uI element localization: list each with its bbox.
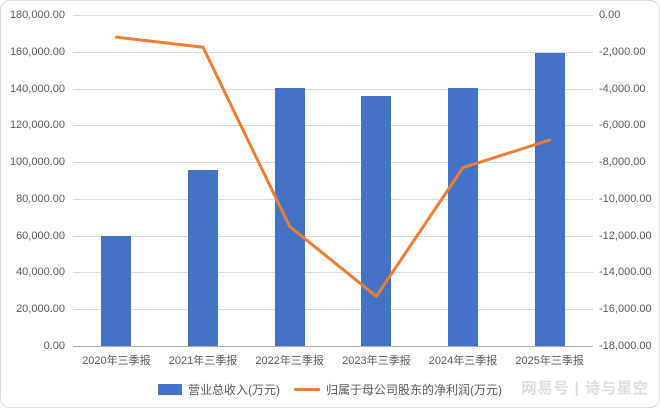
watermark: 网易号 | 诗与星空 [521, 380, 649, 397]
gridline [73, 309, 593, 311]
legend-item: 归属于母公司股东的净利润(万元) [294, 381, 502, 398]
gridline [73, 88, 593, 90]
x-axis-label: 2021年三季报 [168, 355, 238, 367]
right-axis-tick-label: -4,000.00 [599, 82, 646, 95]
right-axis-tick-label: -18,000.00 [599, 340, 652, 352]
x-axis-label: 2025年三季报 [515, 355, 584, 367]
gridline [73, 235, 593, 237]
right-axis-tick-label: -6,000.00 [599, 119, 646, 132]
right-axis-tick-label: -16,000.00 [599, 303, 652, 316]
right-axis-tick-label: -12,000.00 [599, 229, 652, 242]
left-axis-tick-label: 40,000.00 [16, 266, 65, 279]
right-axis-tick-label: -8,000.00 [599, 156, 646, 169]
gridline [73, 125, 593, 127]
bar [101, 236, 132, 346]
bar [448, 87, 478, 346]
left-axis-tick-label: 20,000.00 [16, 303, 65, 316]
x-axis-label: 2023年三季报 [342, 355, 411, 367]
legend-item: 营业总收入(万元) [158, 381, 280, 398]
gridline [73, 162, 593, 164]
right-axis-tick-label: -14,000.00 [599, 266, 652, 279]
legend: 营业总收入(万元) 归属于母公司股东的净利润(万元) [1, 381, 659, 398]
gridline [73, 15, 593, 16]
bar [274, 87, 305, 346]
profit-line [114, 35, 552, 298]
bar [534, 53, 565, 346]
left-axis-tick-label: 140,000.00 [9, 82, 65, 95]
bar [188, 170, 218, 346]
left-axis-tick-label: 100,000.00 [9, 156, 65, 169]
x-axis-label: 2022年三季报 [255, 355, 324, 367]
x-axis-line [73, 346, 593, 347]
left-axis-tick-label: 160,000.00 [9, 45, 65, 58]
right-axis-tick-label: -10,000.00 [599, 192, 652, 205]
left-axis-tick-label: 120,000.00 [9, 119, 65, 132]
left-axis-tick-label: 80,000.00 [16, 192, 65, 205]
legend-label: 归属于母公司股东的净利润(万元) [326, 383, 502, 397]
gridline [73, 272, 593, 274]
bar [361, 96, 392, 346]
gridline [73, 198, 593, 200]
x-axis-label: 2020年三季报 [82, 355, 151, 367]
left-axis-tick-label: 180,000.00 [9, 9, 65, 21]
legend-bar-swatch-icon [158, 384, 182, 395]
x-axis-label: 2024年三季报 [428, 355, 498, 367]
legend-label: 营业总收入(万元) [188, 383, 280, 397]
right-axis-tick-label: -2,000.00 [599, 45, 646, 58]
left-axis-tick-label: 60,000.00 [16, 229, 65, 242]
left-axis-tick-label: 0.00 [43, 340, 65, 352]
right-axis-tick-label: 0.00 [599, 9, 621, 21]
gridline [73, 51, 593, 53]
legend-line-swatch-icon [294, 388, 320, 391]
